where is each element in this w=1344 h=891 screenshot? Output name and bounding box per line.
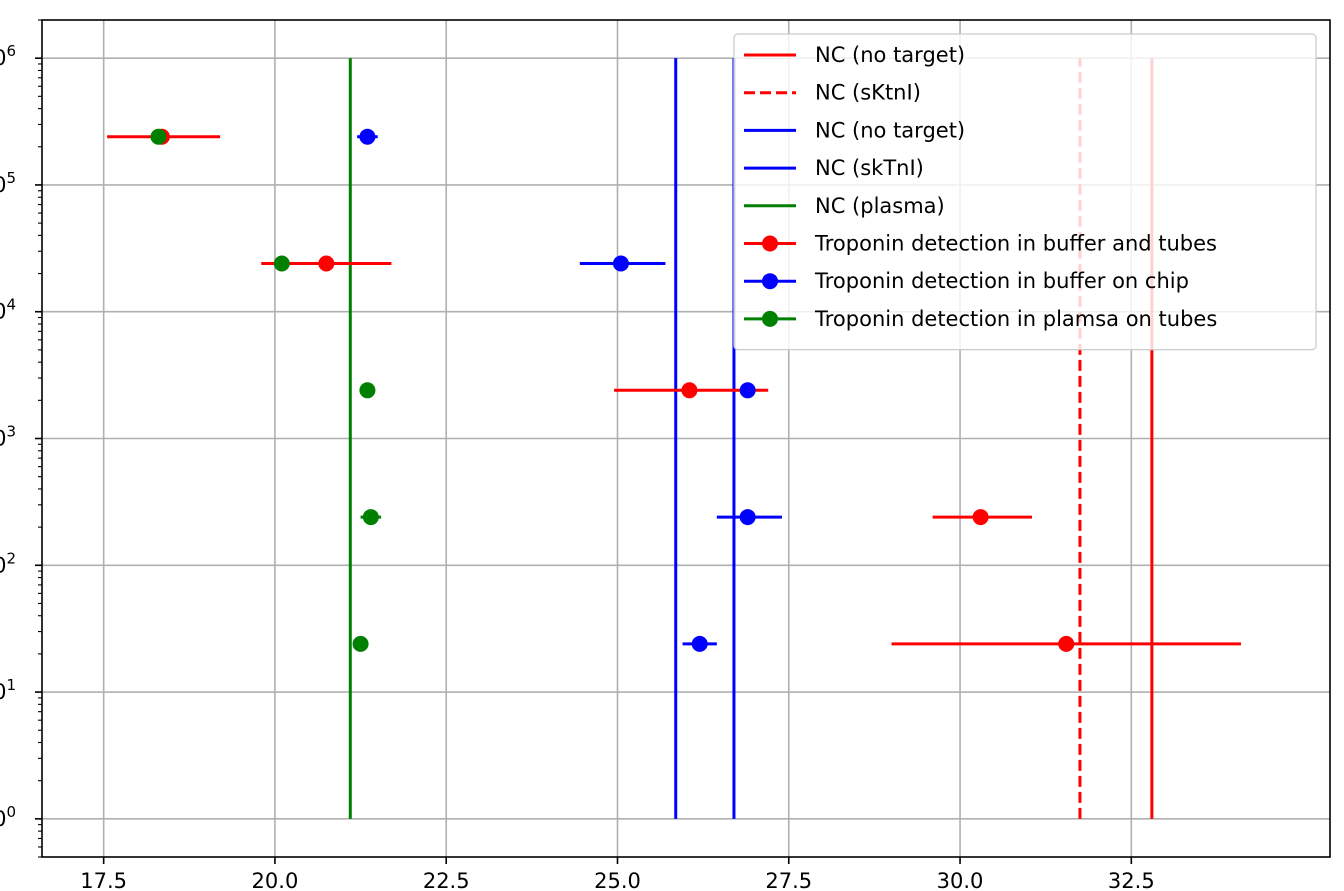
y-tick-label: 101 (0, 676, 16, 704)
data-point (1058, 635, 1075, 652)
y-tick-exponent: 2 (6, 549, 16, 567)
data-point (359, 128, 376, 145)
data-point (318, 255, 335, 272)
x-tick-label: 17.5 (80, 869, 127, 891)
y-tick-base: 10 (0, 46, 6, 70)
x-tick-label: 27.5 (765, 869, 812, 891)
y-tick-label: 103 (0, 423, 16, 451)
y-axis: 100101102103104105106 (0, 19, 42, 858)
data-point (359, 382, 376, 399)
legend-label: NC (skTnI) (815, 156, 924, 180)
x-axis: 17.5 20.0 22.5 25.0 27.5 30.0 32.5 (80, 857, 1155, 891)
legend-marker (762, 235, 778, 252)
legend-label: NC (no target) (815, 118, 965, 142)
y-tick-label: 102 (0, 549, 16, 577)
legend-label: Troponin detection in buffer on chip (814, 269, 1189, 293)
y-tick-exponent: 1 (6, 676, 16, 694)
y-tick-base: 10 (0, 680, 6, 704)
data-point (612, 255, 629, 272)
data-point (352, 635, 369, 652)
legend-label: NC (plasma) (815, 194, 945, 218)
series-group (357, 128, 782, 652)
x-tick-label: 22.5 (423, 869, 470, 891)
y-tick-label: 100 (0, 803, 16, 831)
y-tick-label: 105 (0, 169, 16, 197)
y-tick-exponent: 4 (6, 296, 16, 314)
legend: NC (no target) NC (sKtnI) NC (no target) NC… (733, 33, 1317, 351)
legend-label: NC (sKtnI) (815, 81, 921, 105)
y-tick-base: 10 (0, 300, 6, 324)
legend-box (733, 33, 1317, 351)
x-tick-label: 30.0 (937, 869, 984, 891)
data-point (681, 382, 698, 399)
data-point (150, 128, 167, 145)
data-point (739, 509, 756, 526)
y-tick-base: 10 (0, 173, 6, 197)
y-tick-exponent: 6 (6, 42, 16, 60)
legend-label: Troponin detection in buffer and tubes (814, 232, 1217, 256)
series-group (150, 128, 382, 652)
legend-marker (762, 310, 778, 327)
legend-label: Troponin detection in plamsa on tubes (814, 307, 1217, 331)
data-point (972, 509, 989, 526)
data-point (739, 382, 756, 399)
y-tick-exponent: 0 (6, 803, 16, 821)
x-tick-label: 25.0 (594, 869, 641, 891)
x-tick-label: 20.0 (252, 869, 299, 891)
data-series (107, 128, 1241, 652)
data-point (273, 255, 290, 272)
y-tick-label: 104 (0, 296, 16, 324)
y-tick-base: 10 (0, 807, 6, 831)
legend-marker (762, 273, 778, 290)
data-point (362, 509, 379, 526)
y-tick-base: 10 (0, 427, 6, 451)
y-tick-base: 10 (0, 553, 6, 577)
data-point (691, 635, 708, 652)
x-tick-label: 32.5 (1108, 869, 1155, 891)
y-tick-exponent: 3 (6, 423, 16, 441)
legend-label: NC (no target) (815, 43, 965, 67)
y-tick-exponent: 5 (6, 169, 16, 187)
y-tick-label: 106 (0, 42, 16, 70)
